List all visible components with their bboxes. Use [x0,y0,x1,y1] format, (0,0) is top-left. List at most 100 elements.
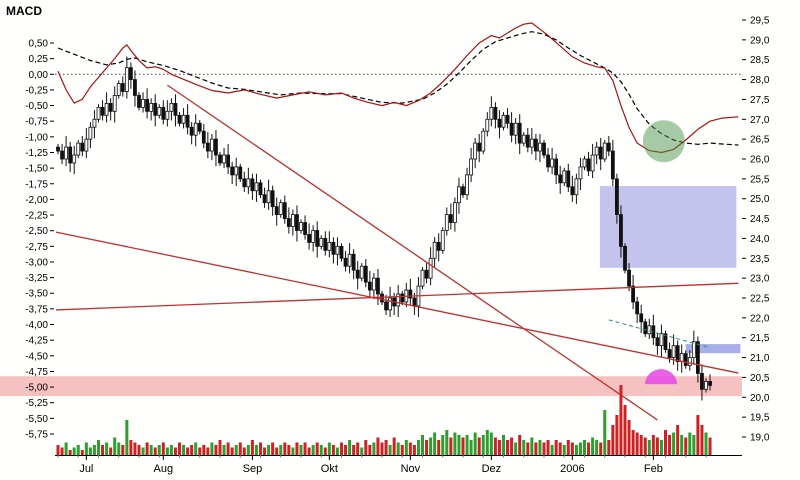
volume-bar [635,432,639,455]
volume-bar [704,432,708,455]
volume-bar [153,447,157,455]
volume-bar [267,445,271,455]
left-axis-label: -0,25 [25,85,48,96]
candle-body [691,341,696,358]
candle-body [481,130,486,152]
volume-bar [392,437,396,455]
volume-bar [117,442,121,455]
candle-body [546,154,550,168]
candle-body [525,134,530,148]
volume-bar [287,445,291,455]
volume-bar [101,445,105,455]
volume-bar [518,435,522,455]
right-axis-label: 23,5 [750,254,770,265]
month-label: Dez [482,463,502,475]
volume-bar [688,432,692,455]
right-axis-label: 22,0 [750,313,770,324]
right-axis-label: 23,0 [750,274,770,285]
candle-body [400,293,405,303]
volume-bar [473,432,477,455]
candle-body [234,166,239,176]
candle-body [214,138,218,156]
candle-body [578,166,583,180]
candle-body [594,146,599,156]
volume-bar [429,437,433,455]
volume-bar [514,442,518,455]
volume-bar [542,442,546,455]
volume-bar [283,442,287,455]
candle-body [177,114,182,124]
candle-body [663,333,668,351]
candle-body [303,222,307,235]
volume-bar [574,445,578,455]
volume-bar [356,442,360,455]
volume-bar [481,435,485,455]
candle-body [157,106,162,116]
volume-bar [206,447,210,455]
candle-body [590,154,595,172]
candle-body [396,293,401,307]
candle-body [643,321,648,335]
volume-bar [186,447,190,455]
volume-bar [408,442,412,455]
volume-bar [299,445,303,455]
candle-body [505,114,510,124]
candle-body [647,325,652,335]
candle-body [428,257,433,279]
candle-body [432,241,437,259]
candle-body [461,186,465,196]
volume-bar [603,410,607,455]
candle-body [193,122,198,136]
candle-body [307,234,312,243]
candle-body [96,106,101,120]
candle-body [704,380,708,390]
trendline [166,84,658,421]
volume-bar [198,447,202,455]
volume-bar [133,442,137,455]
candle-body [558,174,563,184]
reversal-dome-marker [645,369,678,385]
candle-body [258,182,263,196]
right-axis-label: 24,5 [750,214,770,225]
left-axis-label: -3,75 [25,304,48,315]
candle-body [384,301,388,311]
volume-bar [271,442,275,455]
right-axis-label: 28,5 [750,55,770,66]
volume-bar [441,435,445,455]
candle-body [615,178,619,216]
candle-body [238,166,243,180]
support-zone-band [0,376,742,397]
candle-body [116,83,121,96]
volume-bar [554,440,558,455]
candle-body [562,170,567,184]
volume-bar [238,442,242,455]
candle-body [137,95,141,108]
volume-bar [190,445,194,455]
candle-body [145,99,150,112]
volume-bar [202,445,206,455]
candle-body [331,241,336,255]
volume-bar [210,442,214,455]
volume-bar [214,445,218,455]
volume-bar [639,435,643,455]
volume-bar [672,432,676,455]
candle-body [586,158,591,172]
candle-body [517,122,522,144]
candle-body [570,186,575,196]
volume-bar [56,445,60,455]
volume-bar [182,445,186,455]
candle-body [124,67,129,92]
volume-bar [680,435,684,455]
right-axis-label: 20,5 [750,373,770,384]
candle-body [112,95,117,112]
candle-body [104,103,109,116]
volume-bar [578,442,582,455]
volume-bar [587,442,591,455]
volume-bar [84,442,88,455]
left-axis-label: -5,75 [25,430,48,441]
volume-bar [129,440,133,455]
left-axis-label: -4,50 [25,351,48,362]
candle-body [120,83,125,92]
left-axis-label: -4,75 [25,367,48,378]
